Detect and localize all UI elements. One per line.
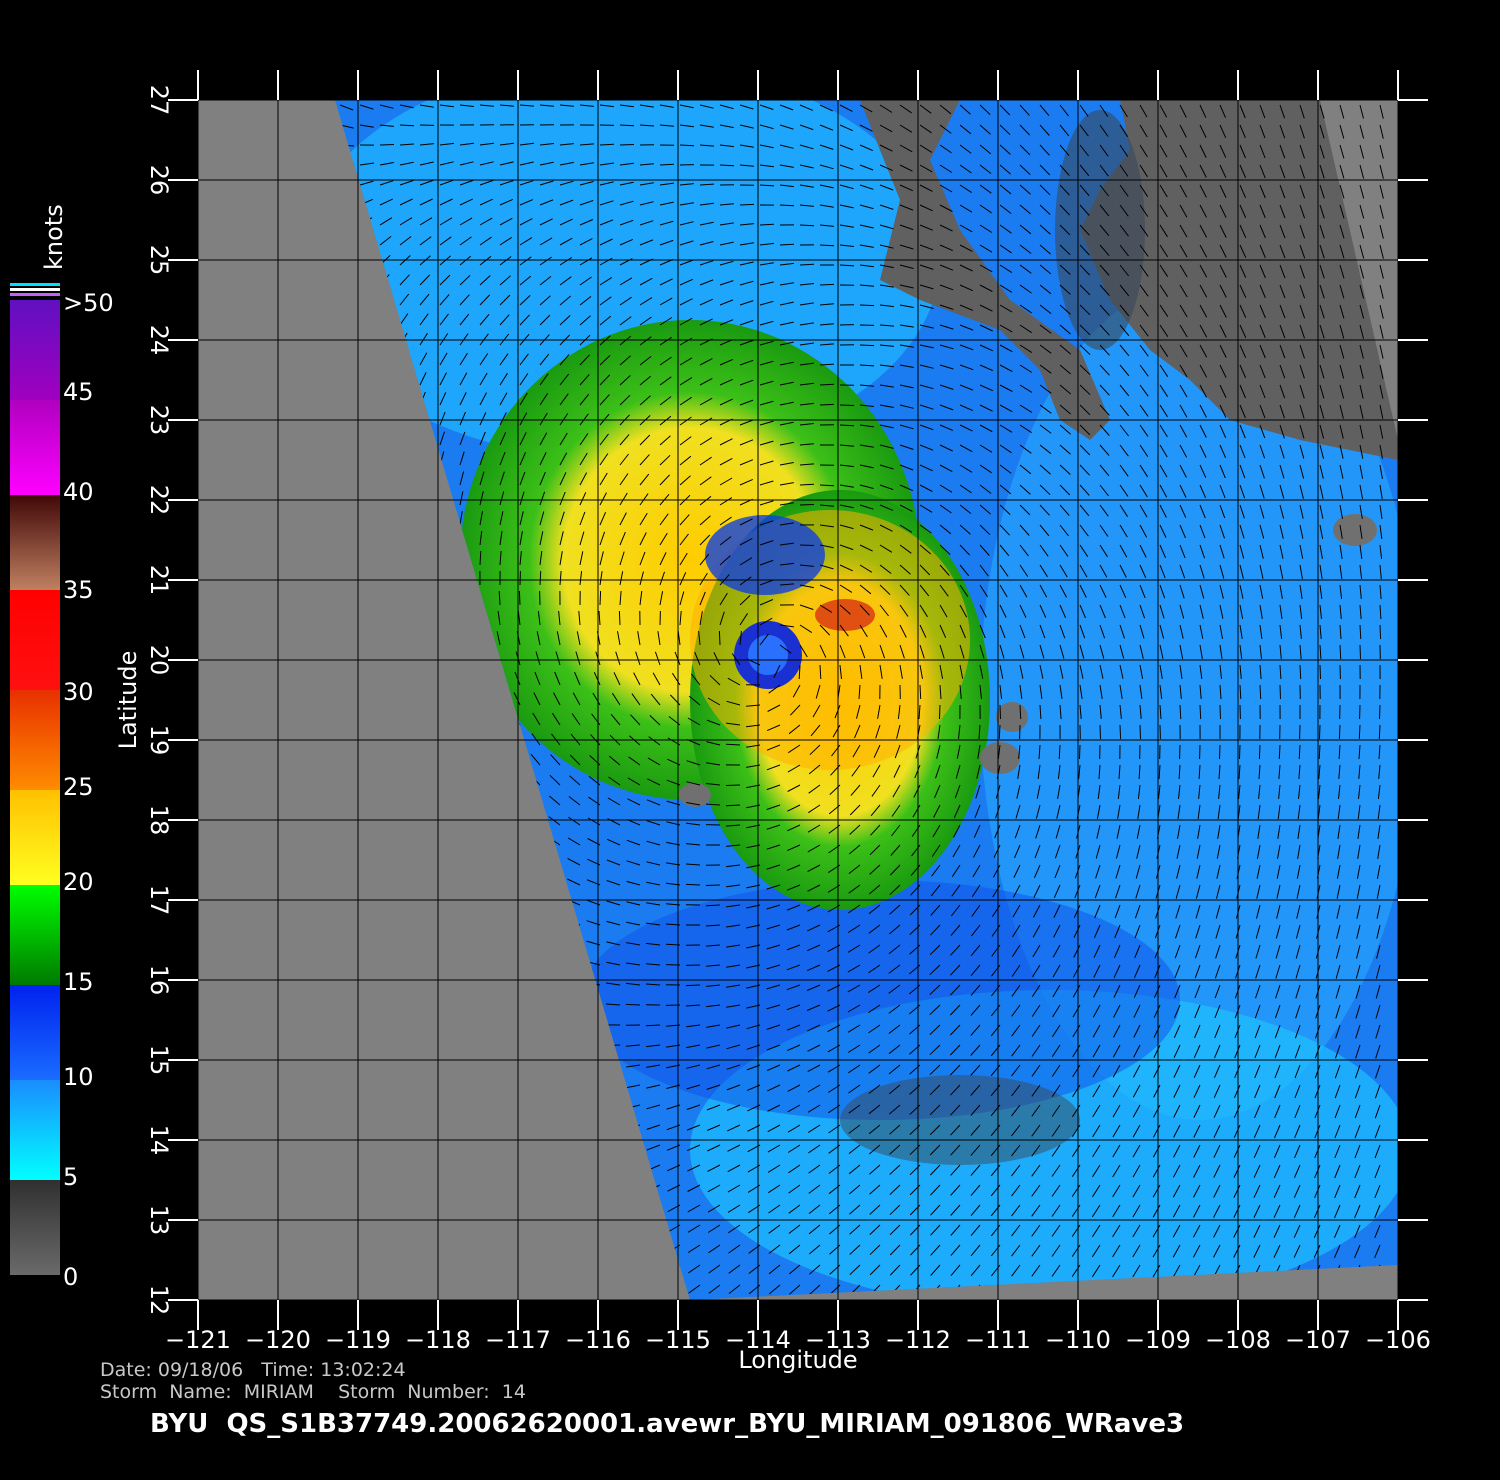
x-tick-label: −108 xyxy=(1205,1326,1271,1354)
colorbar-label: 30 xyxy=(63,678,94,706)
colorbar-label: 15 xyxy=(63,968,94,996)
island xyxy=(980,742,1020,774)
y-tick-label: 23 xyxy=(145,405,173,436)
y-tick-label: 16 xyxy=(145,965,173,996)
colorbar-label: 25 xyxy=(63,773,94,801)
x-tick-label: −117 xyxy=(485,1326,551,1354)
colorbar-label: >50 xyxy=(63,289,114,317)
land xyxy=(740,100,1398,460)
x-tick-label: −106 xyxy=(1365,1326,1431,1354)
map-image xyxy=(198,100,1398,1300)
y-tick-label: 17 xyxy=(145,885,173,916)
file-title: BYU QS_S1B37749.20062620001.avewr_BYU_MI… xyxy=(150,1409,1184,1439)
colorbar: knots 0 5 10 15 20 25 30 35 40 45 >50 xyxy=(10,204,114,1291)
colorbar-label: 0 xyxy=(63,1263,78,1291)
axis-labels: −121 −120 −119 −118 −117 −116 −115 −114 −113 −112… xyxy=(114,85,1431,1374)
y-axis-label: Latitude xyxy=(114,651,142,750)
y-tick-label: 26 xyxy=(145,165,173,196)
x-tick-label: −115 xyxy=(645,1326,711,1354)
x-tick-label: −119 xyxy=(325,1326,391,1354)
x-tick-label: −116 xyxy=(565,1326,631,1354)
y-tick-label: 14 xyxy=(145,1125,173,1156)
colorbar-label: 45 xyxy=(63,378,94,406)
x-tick-label: −118 xyxy=(405,1326,471,1354)
colorbar-label: 5 xyxy=(63,1163,78,1191)
y-tick-label: 27 xyxy=(145,85,173,116)
graticule xyxy=(198,100,1398,1300)
x-tick-label: −107 xyxy=(1285,1326,1351,1354)
colorbar-label: 35 xyxy=(63,576,94,604)
island xyxy=(679,783,711,807)
y-tick-label: 13 xyxy=(145,1205,173,1236)
x-tick-label: −114 xyxy=(725,1326,791,1354)
x-tick-label: −113 xyxy=(805,1326,871,1354)
x-tick-label: −109 xyxy=(1125,1326,1191,1354)
colorbar-label: 40 xyxy=(63,478,94,506)
colorbar-label: 20 xyxy=(63,868,94,896)
y-tick-label: 12 xyxy=(145,1285,173,1316)
colorbar-unit: knots xyxy=(40,204,68,270)
x-tick-label: −110 xyxy=(1045,1326,1111,1354)
y-tick-label: 18 xyxy=(145,805,173,836)
y-tick-label: 22 xyxy=(145,485,173,516)
tick-marks xyxy=(168,70,1428,1330)
y-tick-label: 20 xyxy=(145,645,173,676)
y-tick-label: 15 xyxy=(145,1045,173,1076)
x-tick-label: −120 xyxy=(245,1326,311,1354)
x-tick-label: −121 xyxy=(165,1326,231,1354)
x-tick-label: −112 xyxy=(885,1326,951,1354)
x-axis-label: Longitude xyxy=(738,1346,857,1374)
storm-info: Storm Name: MIRIAM Storm Number: 14 xyxy=(100,1381,526,1403)
y-tick-label: 21 xyxy=(145,565,173,596)
y-tick-label: 24 xyxy=(145,325,173,356)
x-tick-label: −111 xyxy=(965,1326,1031,1354)
y-tick-label: 19 xyxy=(145,725,173,756)
y-tick-label: 25 xyxy=(145,245,173,276)
colorbar-label: 10 xyxy=(63,1063,94,1091)
date-time: Date: 09/18/06 Time: 13:02:24 xyxy=(100,1359,406,1381)
island xyxy=(1333,514,1377,546)
